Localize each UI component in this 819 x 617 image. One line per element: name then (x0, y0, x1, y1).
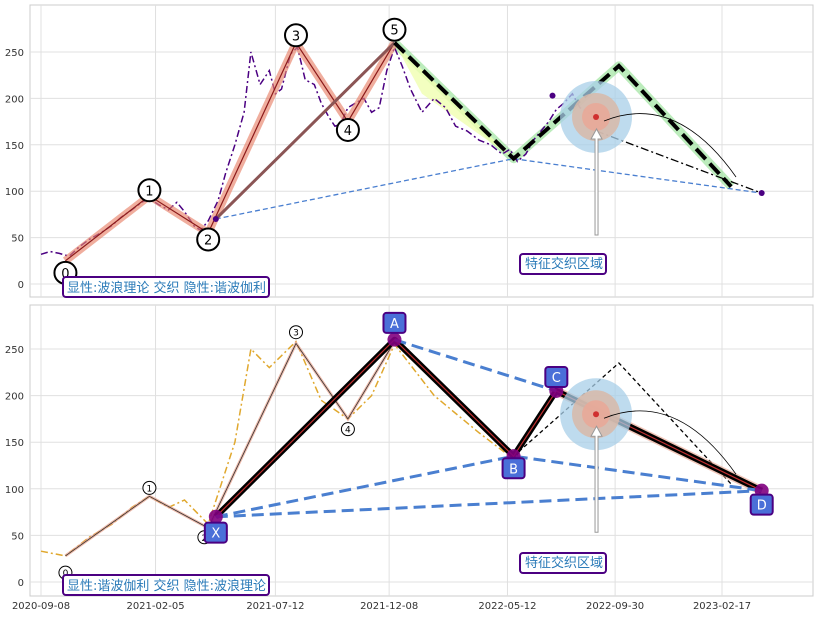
x-tick-label: 2021-07-12 (246, 601, 304, 612)
wave-label-3-circle (283, 23, 308, 48)
region-arrow (590, 425, 603, 533)
wave-label-1-circle (137, 178, 162, 203)
projection-dashed (393, 41, 733, 188)
y-tick-label: 150 (5, 141, 24, 152)
y-tick-label: 50 (11, 234, 24, 245)
pivot-dot (212, 216, 219, 223)
x-tick-label: 2021-12-08 (360, 601, 418, 612)
xbd-dashed (215, 454, 762, 519)
region-arrow (590, 127, 603, 236)
wave-label-3: 3 (293, 329, 299, 339)
pattern-label-D-box (749, 493, 774, 516)
wave-label-2-circle (196, 227, 221, 252)
panel-bottom: 0 50 100 150 200 250 2020-09-08 2021-02-05 2021-… (5, 304, 814, 612)
xd-dashed (215, 489, 762, 519)
pattern-label-B-box (501, 457, 526, 480)
pivot-dot (758, 190, 765, 197)
pattern-label-D: D (757, 499, 767, 514)
wave-label-4-circle (335, 117, 360, 142)
pattern-label-B: B (509, 462, 518, 477)
pattern-label-C: C (552, 371, 561, 386)
projection-dashdot (595, 130, 762, 194)
x-tick-label: 2022-05-12 (478, 601, 536, 612)
pattern-node (208, 509, 223, 524)
region-curve (603, 113, 737, 178)
region-curve (603, 410, 737, 475)
x-tick-label: 2023-02-17 (693, 601, 751, 612)
wave-label-4: 4 (344, 124, 352, 139)
region-center (593, 113, 600, 120)
wave-label-1: 1 (145, 184, 153, 199)
y-tick-label: 100 (5, 187, 24, 198)
plot-area (29, 4, 814, 298)
caption-box (62, 574, 270, 596)
caption: 显性:谐波伽利 交织 隐性:波浪理论 (67, 578, 266, 594)
region-label-box (519, 552, 607, 574)
wave-label-4-circle (340, 422, 355, 437)
wave-connector (214, 41, 396, 221)
wave-label-1-circle (142, 480, 157, 495)
wave-line (65, 341, 395, 557)
y-tick-label: 0 (18, 578, 24, 589)
y-tick-label: 0 (18, 280, 24, 291)
pattern-label-C-box (544, 365, 569, 388)
pattern-label-X-box (203, 521, 228, 544)
y-tick-label: 200 (5, 94, 24, 105)
y-tick-label: 100 (5, 485, 24, 496)
region-label: 特征交织区域 (525, 555, 603, 571)
wave-label-3: 3 (292, 29, 300, 44)
y-tick-label: 200 (5, 392, 24, 403)
projection-dashed (513, 362, 732, 485)
ac-dashed (394, 338, 557, 393)
pattern-label-X: X (211, 527, 220, 542)
y-tick-label: 250 (5, 345, 24, 356)
pattern-node (387, 332, 402, 347)
x-tick-label: 2021-02-05 (126, 601, 184, 612)
wave-label-1: 1 (147, 484, 153, 494)
y-tick-label: 250 (5, 48, 24, 59)
pattern-label-A-box (382, 311, 407, 334)
wave-label-5-circle (382, 17, 407, 42)
region-label-box (519, 253, 607, 275)
wave-label-4: 4 (345, 426, 351, 436)
x-tick-label: 2022-09-30 (586, 601, 644, 612)
wave-label-3-circle (288, 325, 303, 340)
caption-box (62, 276, 270, 298)
wave-label-0: 0 (61, 267, 69, 282)
wave-line (65, 41, 396, 262)
caption: 显性:波浪理论 交织 隐性:谐波伽利 (67, 280, 266, 296)
wave-label-2: 2 (204, 233, 212, 248)
region-center (593, 411, 600, 418)
x-tick-label: 2020-09-08 (12, 601, 70, 612)
region-label: 特征交织区域 (525, 256, 603, 272)
wave-label-5: 5 (390, 24, 398, 39)
pivot-dot (549, 92, 556, 99)
y-tick-label: 150 (5, 438, 24, 449)
pattern-label-A: A (390, 317, 399, 332)
y-tick-label: 50 (11, 531, 24, 542)
